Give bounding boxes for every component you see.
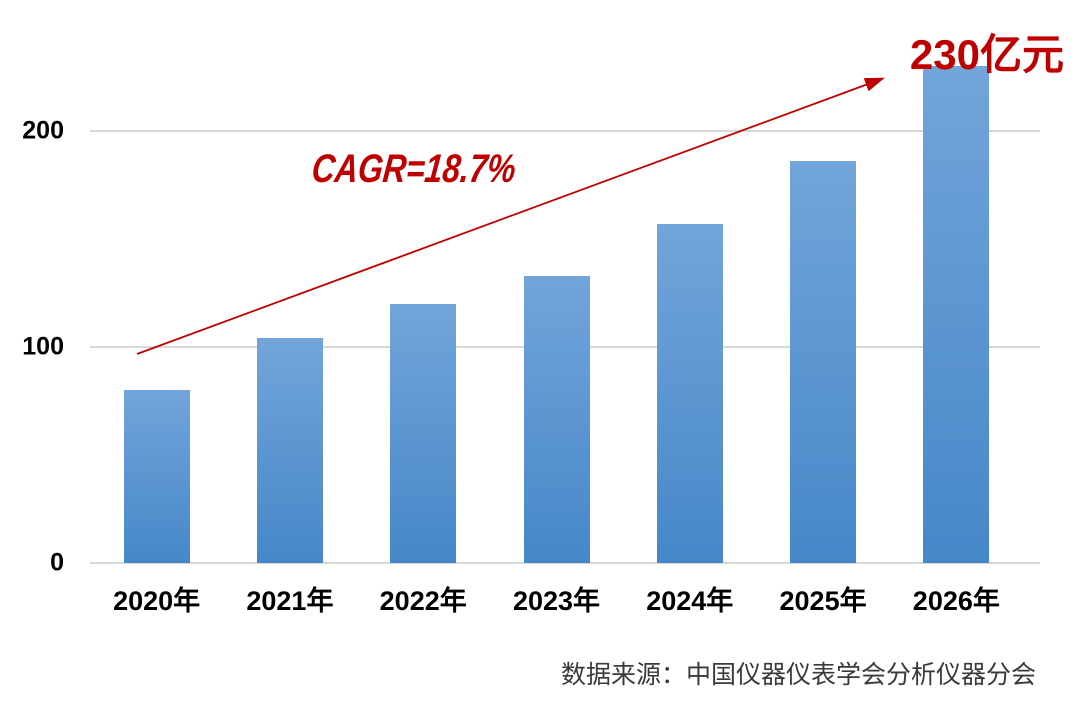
- y-axis-tick-label: 200: [22, 116, 64, 145]
- gridline-y-200: [90, 130, 1040, 132]
- bar-2023年: [523, 275, 590, 563]
- x-axis-tick-label: 2022年: [379, 586, 467, 616]
- source-note: 数据来源：中国仪器仪表学会分析仪器分会: [560, 661, 1036, 689]
- y-axis-tick-label: 100: [22, 332, 64, 361]
- bar-2026年: [923, 66, 990, 563]
- x-axis-tick-label: 2026年: [912, 586, 1000, 616]
- x-axis-tick-label: 2025年: [779, 586, 867, 616]
- y-axis-tick-label: 0: [50, 548, 64, 577]
- bar-2024年: [656, 223, 723, 563]
- bar-2025年: [790, 161, 857, 563]
- bar-2020年: [123, 390, 190, 563]
- gridline-y-0: [90, 562, 1040, 564]
- cagr-annotation: CAGR=18.7%: [309, 147, 519, 191]
- bar-2021年: [256, 338, 323, 563]
- end-value-label: 230亿元: [909, 31, 1064, 78]
- x-axis-tick-label: 2024年: [646, 586, 734, 616]
- bar-2022年: [390, 303, 457, 563]
- x-axis-tick-label: 2021年: [246, 586, 334, 616]
- x-axis-tick-label: 2020年: [113, 586, 201, 616]
- trend-arrow-line: [136, 77, 885, 355]
- x-axis-tick-label: 2023年: [512, 586, 601, 616]
